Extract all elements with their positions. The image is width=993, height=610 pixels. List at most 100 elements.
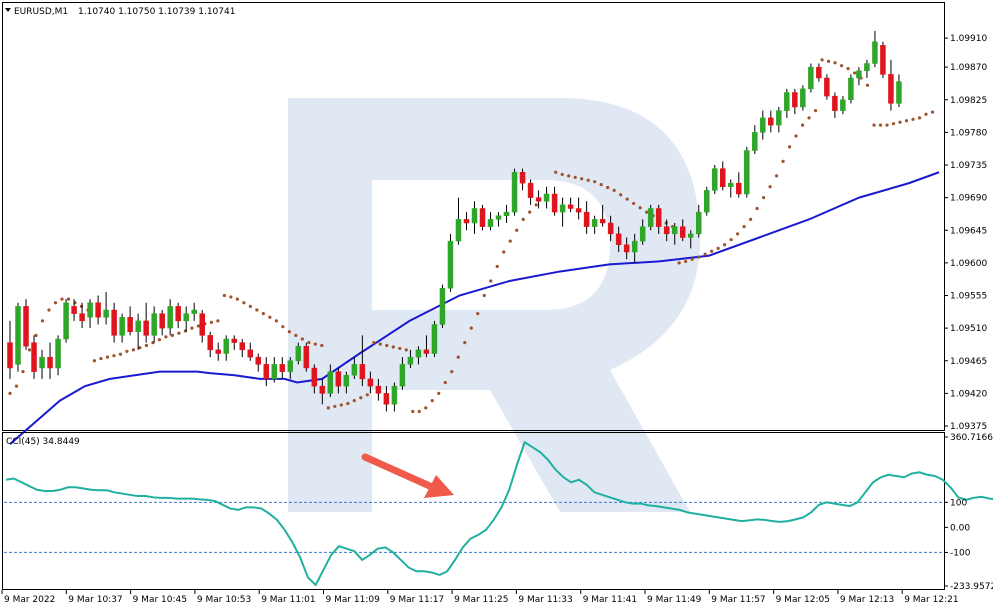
sar-dot	[664, 221, 668, 225]
time-tick-label: 9 Mar 10:37	[68, 595, 122, 605]
candle	[800, 85, 806, 111]
sar-dot	[66, 297, 71, 301]
candle	[167, 299, 173, 336]
sar-dot	[79, 304, 84, 308]
sar-dot	[878, 123, 883, 127]
candle	[808, 63, 814, 93]
sar-dot	[209, 320, 213, 324]
candle	[423, 335, 430, 358]
sar-dot	[469, 326, 473, 330]
sar-dot	[723, 243, 727, 247]
candle	[375, 378, 382, 401]
sar-dot	[437, 391, 441, 395]
sar-dot	[307, 341, 311, 345]
candle	[343, 371, 350, 394]
time-tick-label: 9 Mar 11:25	[454, 595, 508, 605]
sar-dot	[385, 343, 389, 348]
candle	[832, 92, 838, 118]
candle	[591, 215, 598, 234]
sar-dot	[813, 109, 818, 113]
cci-label: CCI(45) 34.8449	[6, 437, 80, 447]
candle	[647, 204, 654, 231]
sar-dot	[930, 110, 935, 114]
sar-dot	[508, 239, 512, 243]
sar-dot	[872, 123, 876, 127]
sar-dot	[222, 293, 226, 298]
candle	[583, 201, 590, 234]
sar-dot	[489, 279, 493, 283]
sar-dot	[411, 409, 415, 414]
candle	[671, 223, 678, 245]
sar-dot	[378, 342, 382, 346]
symbol-header: EURUSD,M1 1.10740 1.10750 1.10739 1.1074…	[5, 7, 235, 17]
cci-line	[5, 440, 993, 587]
candle	[495, 212, 502, 227]
price-panel[interactable]: 1.09910 1.09870 1.09825 1.09780 1.09735 1.096…	[2, 2, 988, 445]
sar-dot	[710, 249, 714, 253]
sar-dot	[833, 61, 837, 65]
candle	[663, 219, 670, 242]
sar-dot	[27, 348, 32, 352]
sar-dot	[443, 380, 447, 385]
time-tick-label: 9 Mar 12:21	[904, 595, 958, 605]
candle	[816, 63, 822, 82]
dropdown-triangle-icon[interactable]	[5, 8, 11, 12]
moving-average-line	[9, 171, 940, 445]
sar-dot	[112, 354, 116, 358]
annotation-arrow-icon	[361, 453, 454, 498]
candle	[503, 204, 510, 223]
candle	[543, 186, 550, 209]
sar-dot	[99, 356, 103, 361]
cci-panel[interactable]: 360.7166 100 0.00 -100 -233.9572	[2, 432, 993, 593]
price-tick-label: 1.09690	[950, 194, 987, 204]
candle	[151, 306, 157, 343]
sar-dot	[463, 341, 467, 345]
sar-dot	[430, 399, 434, 403]
sar-dot	[911, 117, 915, 121]
candle	[159, 310, 165, 336]
candle	[71, 299, 77, 321]
sar-dot	[846, 66, 850, 71]
candle	[199, 310, 205, 343]
candle	[447, 233, 454, 292]
sar-dot	[281, 325, 285, 329]
cci-tick-label: 0.00	[950, 523, 970, 533]
candle	[7, 320, 13, 379]
candle	[704, 186, 710, 216]
price-tick-label: 1.09870	[950, 63, 987, 73]
candle	[864, 59, 870, 78]
sar-dot	[703, 252, 707, 256]
candle	[752, 125, 758, 155]
candle	[95, 295, 101, 325]
sar-dot	[567, 174, 571, 178]
candle	[487, 212, 494, 231]
candle	[135, 313, 141, 350]
sar-dot	[274, 319, 278, 323]
candle	[311, 364, 318, 394]
sar-dot	[826, 59, 831, 63]
candle	[471, 201, 478, 234]
watermark-logo-icon	[288, 98, 700, 512]
candle	[776, 107, 782, 133]
sar-dot	[768, 185, 772, 189]
candle	[87, 299, 93, 329]
candle	[295, 342, 302, 365]
sar-dot	[118, 352, 123, 356]
sar-dot	[164, 335, 168, 339]
time-tick-label: 9 Mar 10:53	[197, 595, 251, 605]
candle	[231, 335, 237, 350]
sar-dot	[40, 319, 45, 323]
sar-dot	[53, 301, 58, 305]
candle	[728, 179, 734, 198]
candle	[335, 368, 342, 394]
sar-dot	[794, 134, 798, 138]
candle	[103, 291, 109, 325]
candle	[679, 219, 686, 242]
cci-tick-label: -100	[950, 548, 971, 558]
time-axis: 9 Mar 2022 9 Mar 10:37 9 Mar 10:45 9 Mar 10…	[1, 590, 959, 605]
sar-dot	[255, 308, 259, 312]
candle	[607, 215, 614, 242]
candle	[39, 349, 45, 379]
candle	[639, 219, 646, 245]
